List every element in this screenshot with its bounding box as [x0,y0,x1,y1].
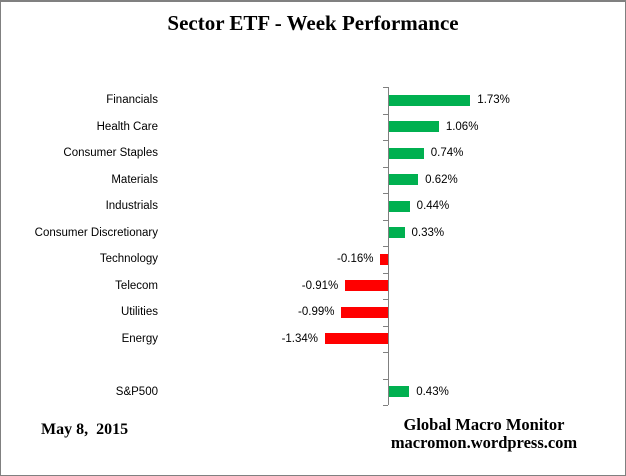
axis-tick [383,114,388,115]
value-label: -0.16% [337,253,374,266]
axis-tick [383,273,388,274]
credit-block: Global Macro Monitor macromon.wordpress.… [359,416,609,452]
category-label: Materials [111,173,158,186]
negative-bar [345,280,388,292]
axis-tick [383,246,388,247]
axis-tick [383,220,388,221]
axis-tick [383,299,388,300]
value-label: 0.62% [425,173,458,186]
axis-tick [383,379,388,380]
credit-url: macromon.wordpress.com [390,433,578,452]
value-label: -1.34% [281,332,319,345]
positive-bar [389,147,424,159]
category-label: Utilities [120,306,158,319]
positive-bar [389,386,410,398]
category-label: Financials [106,94,158,107]
value-label: 1.73% [477,94,510,107]
negative-bar [325,333,388,345]
category-label: Energy [121,332,158,345]
value-axis [388,87,389,405]
axis-tick [383,87,388,88]
positive-bar [389,227,405,239]
axis-tick [383,326,388,327]
positive-bar [389,121,439,133]
axis-tick [383,140,388,141]
axis-tick [383,167,388,168]
axis-tick [383,193,388,194]
positive-bar [389,200,410,212]
axis-tick [383,405,388,406]
date-label: May 8, 2015 [41,421,129,438]
value-label: 0.74% [430,147,464,160]
value-label: 0.43% [416,385,449,398]
category-label: Consumer Staples [63,147,158,160]
category-label: Industrials [105,200,158,213]
positive-bar [389,174,419,186]
category-label: Telecom [115,279,158,292]
negative-bar [341,306,388,318]
positive-bar [389,94,471,106]
category-label: Technology [99,253,158,266]
value-label: 1.06% [445,120,479,133]
category-label: Health Care [96,120,158,133]
value-label: 0.44% [416,200,450,213]
axis-tick [383,352,388,353]
category-label: S&P500 [115,385,158,398]
chart-title: Sector ETF - Week Performance [167,11,459,35]
value-label: -0.99% [298,306,335,319]
negative-bar [380,253,388,265]
value-label: 0.33% [411,226,445,239]
credit-title: Global Macro Monitor [403,415,565,434]
category-label: Consumer Discretionary [34,226,158,239]
value-label: -0.91% [301,279,339,292]
